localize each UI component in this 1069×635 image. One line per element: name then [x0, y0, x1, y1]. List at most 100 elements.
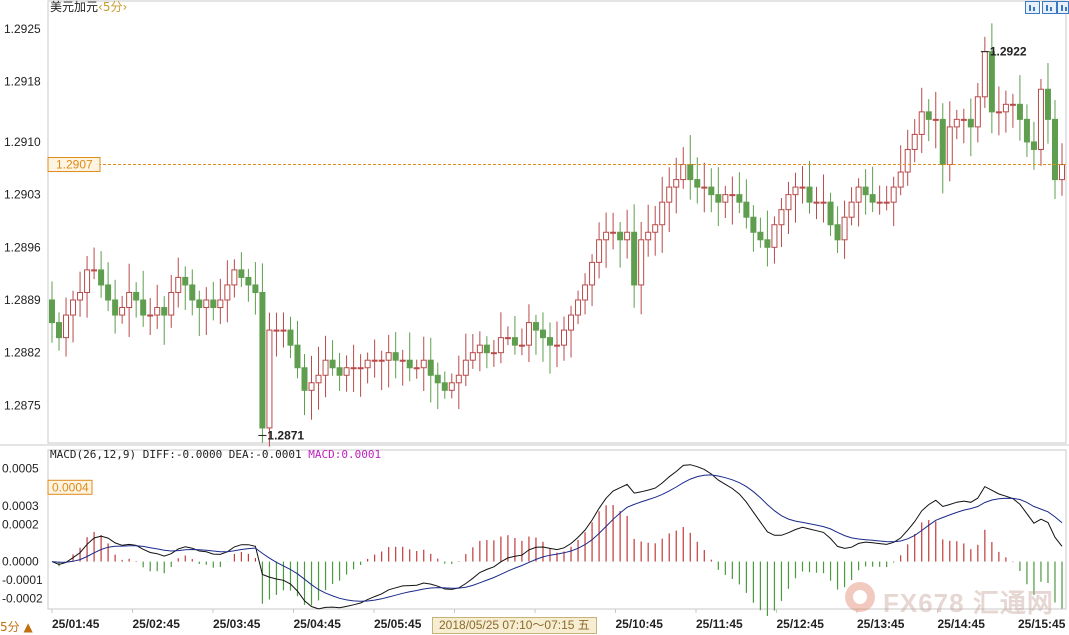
candle — [546, 322, 553, 374]
candle-body — [813, 201, 820, 204]
high-label: 1.2922 — [990, 45, 1027, 59]
annotations-layer: 1.2907 1.2922 1.2871 0.0004 — [47, 45, 1066, 495]
candle — [743, 179, 750, 229]
macd-panel-frame — [47, 449, 1067, 610]
candle — [525, 304, 532, 363]
candle — [722, 185, 729, 219]
macd-tick-label: -0.0001 — [2, 573, 43, 587]
chart-mode-icon[interactable] — [1025, 1, 1040, 14]
candle — [687, 135, 694, 200]
candle-body — [932, 118, 939, 121]
candle — [659, 176, 666, 253]
candle — [680, 147, 687, 189]
price-panel-frame — [47, 0, 1067, 444]
candle-body — [904, 148, 911, 173]
candle — [490, 339, 497, 367]
candle-body — [91, 269, 98, 272]
candle-body — [827, 201, 834, 226]
candle-body — [820, 201, 827, 204]
candle-body — [610, 231, 617, 234]
candle — [497, 312, 504, 364]
candle-body — [371, 359, 378, 362]
candle-body — [638, 239, 645, 286]
candles-layer[interactable] — [49, 23, 1065, 447]
x-tick-label: 25/11:45 — [696, 617, 743, 631]
candle-body — [1023, 118, 1030, 143]
candle — [568, 305, 575, 358]
grid-layer — [0, 0, 1069, 610]
candle-body — [196, 299, 203, 309]
candle-body — [841, 216, 848, 241]
period-selector-button[interactable]: 5分 ▲ — [0, 620, 33, 634]
price-tick-label: 1.2889 — [4, 293, 41, 307]
candle — [532, 314, 539, 355]
dea-line — [51, 474, 1063, 602]
chart-fullscreen-icon[interactable] — [1057, 1, 1069, 14]
candle-body — [266, 329, 273, 429]
candle — [673, 157, 680, 214]
candle — [904, 129, 911, 186]
candle — [252, 262, 259, 315]
candle-body — [434, 374, 441, 384]
candle — [967, 98, 974, 157]
candle — [350, 344, 357, 392]
candle — [1009, 93, 1016, 128]
candle-body — [750, 216, 757, 233]
candle — [98, 251, 105, 298]
candle — [259, 263, 266, 443]
candle — [575, 290, 582, 325]
candle-body — [490, 352, 497, 355]
candle-body — [329, 359, 336, 369]
candle — [84, 255, 91, 318]
candle-body — [539, 329, 546, 339]
candle-body — [238, 269, 245, 278]
candle-body — [280, 329, 287, 332]
candle-body — [378, 359, 385, 362]
candle — [126, 263, 133, 337]
candle — [974, 83, 981, 143]
candle — [322, 335, 329, 398]
candle — [280, 312, 287, 348]
candle-body — [56, 322, 63, 339]
candle-body — [862, 186, 869, 196]
candle — [820, 174, 827, 223]
candle-body — [589, 261, 596, 286]
candle — [441, 371, 448, 399]
candle-body — [154, 307, 161, 316]
candle — [301, 354, 308, 416]
candle — [834, 206, 841, 253]
hover-time-label: 2018/05/25 07:10～07:15 五 — [432, 617, 597, 634]
candle-body — [119, 307, 126, 316]
candle-body — [385, 352, 392, 361]
candle-body — [561, 329, 568, 346]
candle-body — [112, 299, 119, 316]
candle — [981, 36, 988, 108]
candle — [77, 271, 84, 317]
candle-body — [399, 359, 406, 362]
candle-body — [175, 276, 182, 293]
candle — [1002, 90, 1009, 133]
macd-y-axis: 0.0005 0.0003 0.0002 0.0000 -0.0001 -0.0002 — [2, 462, 43, 606]
chart-overlay-icon[interactable] — [1042, 1, 1057, 14]
candle — [539, 312, 546, 362]
watermark-text: FX678 汇通网 — [883, 588, 1054, 618]
candle-body — [49, 299, 55, 324]
candle-body — [582, 284, 589, 301]
price-tick-label: 1.2918 — [4, 75, 41, 89]
candle-body — [273, 329, 280, 332]
candle — [378, 350, 385, 391]
candle-body — [673, 179, 680, 188]
candle-body — [1051, 118, 1058, 181]
candle — [189, 269, 196, 316]
candle-body — [736, 194, 743, 203]
candle-body — [876, 201, 883, 204]
candle — [175, 257, 182, 308]
candle-body — [147, 314, 154, 317]
candle — [764, 210, 771, 267]
candle-body — [701, 186, 708, 189]
candle-body — [364, 359, 371, 369]
candle-body — [918, 111, 925, 135]
candle — [133, 282, 140, 318]
candle-body — [575, 299, 582, 316]
candle — [995, 86, 1002, 136]
